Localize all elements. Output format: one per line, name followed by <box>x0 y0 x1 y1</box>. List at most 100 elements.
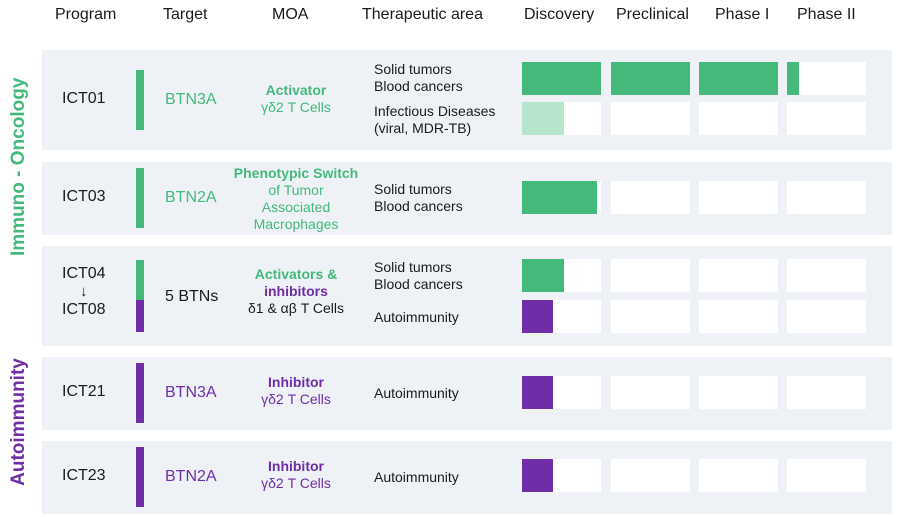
header-stage-preclinical: Preclinical <box>616 6 689 23</box>
progress-bar-segment <box>522 376 553 409</box>
program-color-bar <box>136 168 144 228</box>
area-line: Solid tumors <box>374 259 452 275</box>
stage-cell-discovery <box>522 459 601 492</box>
moa-bold-text: Inhibitor <box>268 374 324 390</box>
moa-label: Phenotypic Switch of Tumor Associated Ma… <box>228 165 364 233</box>
stage-cell-phase-1 <box>699 181 778 214</box>
header-program: Program <box>55 6 117 23</box>
stage-cell-discovery <box>522 300 601 333</box>
transition-arrow: ↓ <box>80 283 88 300</box>
section-label-autoimmunity: Autoimmunity <box>8 358 29 486</box>
stage-cell-preclinical <box>611 181 690 214</box>
moa-normal-text: γδ2 T Cells <box>261 391 331 407</box>
moa-label: Activators & inhibitors δ1 & αβ T Cells <box>228 266 364 317</box>
therapeutic-area-label: Autoimmunity <box>374 385 459 402</box>
target-label: 5 BTNs <box>165 288 219 305</box>
therapeutic-area-label: Solid tumors Blood cancers <box>374 181 463 215</box>
program-color-bar <box>136 70 144 130</box>
stage-cell-phase-1 <box>699 102 778 135</box>
stage-cell-discovery <box>522 259 601 292</box>
program-name: ICT23 <box>62 467 106 484</box>
stage-cell-phase-2 <box>787 181 866 214</box>
progress-bar-segment <box>699 62 778 95</box>
moa-bold-text: Phenotypic Switch <box>233 165 359 181</box>
program-color-bar <box>136 363 144 423</box>
area-line: Blood cancers <box>374 198 463 214</box>
moa-label: Activator γδ2 T Cells <box>228 82 364 116</box>
stage-cell-preclinical <box>611 259 690 292</box>
therapeutic-area-label: Solid tumors Blood cancers <box>374 61 463 95</box>
stage-cell-phase-1 <box>699 300 778 333</box>
area-line: Autoimmunity <box>374 385 459 401</box>
program-color-bar-purple <box>136 300 144 332</box>
stage-cell-preclinical <box>611 459 690 492</box>
header-stage-phase-1: Phase I <box>715 6 770 23</box>
area-line: Solid tumors <box>374 181 452 197</box>
stage-cell-phase-1 <box>699 376 778 409</box>
stage-cell-discovery <box>522 102 601 135</box>
stage-cell-phase-1 <box>699 459 778 492</box>
therapeutic-area-label: Solid tumors Blood cancers <box>374 259 463 293</box>
stage-cell-phase-2 <box>787 300 866 333</box>
stage-cell-preclinical <box>611 376 690 409</box>
header-stage-phase-2: Phase II <box>797 6 856 23</box>
moa-bold-text: Inhibitor <box>268 458 324 474</box>
header-therapeutic-area: Therapeutic area <box>362 6 483 23</box>
area-line: Infectious Diseases <box>374 103 496 119</box>
progress-bar-segment <box>787 62 799 95</box>
progress-bar-segment <box>522 102 564 135</box>
moa-normal-text: of Tumor Associated Macrophages <box>253 182 339 232</box>
header-moa: MOA <box>272 6 309 23</box>
therapeutic-area-label: Autoimmunity <box>374 469 459 486</box>
target-label: BTN3A <box>165 91 217 108</box>
progress-bar-segment <box>522 62 601 95</box>
target-label: BTN2A <box>165 468 217 485</box>
area-line: Blood cancers <box>374 276 463 292</box>
moa-bold-text: Activator <box>265 82 327 98</box>
stage-cell-phase-2 <box>787 376 866 409</box>
program-name: ICT03 <box>62 188 106 205</box>
target-label: BTN2A <box>165 189 217 206</box>
therapeutic-area-label: Autoimmunity <box>374 309 459 326</box>
moa-label: Inhibitor γδ2 T Cells <box>228 374 364 408</box>
program-name: ICT01 <box>62 90 106 107</box>
area-line: Autoimmunity <box>374 309 459 325</box>
area-line: Autoimmunity <box>374 469 459 485</box>
stage-cell-phase-2 <box>787 102 866 135</box>
program-color-bar-green <box>136 260 144 300</box>
moa-normal-text: γδ2 T Cells <box>261 475 331 491</box>
header-stage-discovery: Discovery <box>524 6 595 23</box>
stage-cell-phase-2 <box>787 259 866 292</box>
stage-cell-phase-1 <box>699 62 778 95</box>
moa-normal-text: δ1 & αβ T Cells <box>247 300 345 316</box>
area-line: Blood cancers <box>374 78 463 94</box>
progress-bar-segment <box>522 300 553 333</box>
area-line: Solid tumors <box>374 61 452 77</box>
stage-cell-preclinical <box>611 62 690 95</box>
progress-bar-segment <box>522 259 564 292</box>
area-line: (viral, MDR-TB) <box>374 120 472 136</box>
program-name: ICT04 <box>62 265 106 282</box>
progress-bar-segment <box>522 459 553 492</box>
progress-bar-segment <box>522 181 598 214</box>
therapeutic-area-label: Infectious Diseases (viral, MDR-TB) <box>374 103 495 137</box>
progress-bar-segment <box>611 62 690 95</box>
stage-cell-discovery <box>522 62 601 95</box>
program-name-secondary: ICT08 <box>62 301 106 318</box>
program-color-bar <box>136 447 144 507</box>
stage-cell-phase-2 <box>787 459 866 492</box>
stage-cell-preclinical <box>611 102 690 135</box>
program-name: ICT21 <box>62 383 106 400</box>
section-label-immuno-oncology: Immuno - Oncology <box>8 77 29 256</box>
moa-bold-text: Activators & <box>254 266 338 282</box>
stage-cell-phase-2 <box>787 62 866 95</box>
moa-normal-text: γδ2 T Cells <box>261 99 331 115</box>
stage-cell-phase-1 <box>699 259 778 292</box>
moa-label: Inhibitor γδ2 T Cells <box>228 458 364 492</box>
moa-bold-text-secondary: inhibitors <box>264 283 328 299</box>
header-target: Target <box>163 6 208 23</box>
stage-cell-preclinical <box>611 300 690 333</box>
target-label: BTN3A <box>165 384 217 401</box>
stage-cell-discovery <box>522 376 601 409</box>
stage-cell-discovery <box>522 181 601 214</box>
